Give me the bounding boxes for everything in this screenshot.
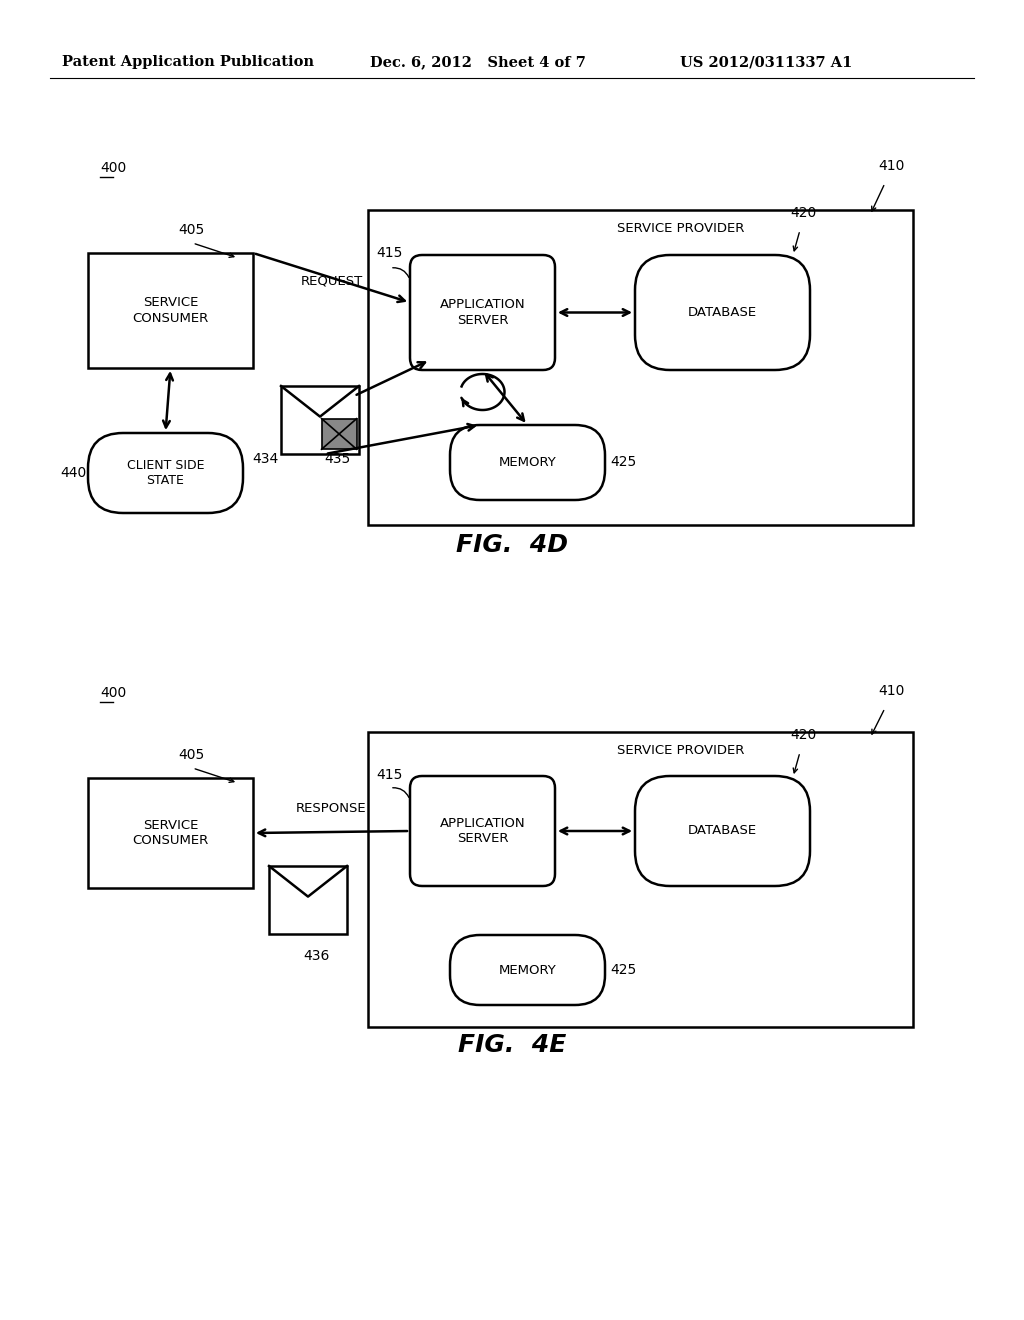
Text: 425: 425 bbox=[610, 964, 636, 977]
Text: APPLICATION
SERVER: APPLICATION SERVER bbox=[439, 298, 525, 326]
Text: REQUEST: REQUEST bbox=[300, 275, 362, 286]
FancyBboxPatch shape bbox=[635, 776, 810, 886]
Text: Patent Application Publication: Patent Application Publication bbox=[62, 55, 314, 69]
Bar bbox=[88, 253, 253, 368]
Text: 425: 425 bbox=[610, 455, 636, 470]
Text: 415: 415 bbox=[376, 246, 402, 260]
Text: 434: 434 bbox=[253, 451, 279, 466]
Text: MEMORY: MEMORY bbox=[499, 964, 556, 977]
Bar bbox=[88, 777, 253, 888]
Text: 415: 415 bbox=[376, 768, 402, 781]
Text: MEMORY: MEMORY bbox=[499, 455, 556, 469]
FancyBboxPatch shape bbox=[410, 776, 555, 886]
Text: SERVICE PROVIDER: SERVICE PROVIDER bbox=[616, 222, 744, 235]
Text: SERVICE
CONSUMER: SERVICE CONSUMER bbox=[132, 297, 209, 325]
Text: RESPONSE: RESPONSE bbox=[296, 801, 367, 814]
Text: 435: 435 bbox=[324, 451, 350, 466]
Text: 400: 400 bbox=[100, 161, 126, 176]
Text: US 2012/0311337 A1: US 2012/0311337 A1 bbox=[680, 55, 852, 69]
Text: DATABASE: DATABASE bbox=[688, 306, 757, 319]
Text: DATABASE: DATABASE bbox=[688, 825, 757, 837]
Text: 440: 440 bbox=[60, 466, 86, 480]
Text: SERVICE PROVIDER: SERVICE PROVIDER bbox=[616, 743, 744, 756]
Text: FIG.  4D: FIG. 4D bbox=[456, 533, 568, 557]
Text: SERVICE
CONSUMER: SERVICE CONSUMER bbox=[132, 818, 209, 847]
FancyBboxPatch shape bbox=[635, 255, 810, 370]
Text: 405: 405 bbox=[178, 223, 205, 238]
Text: 436: 436 bbox=[303, 949, 330, 964]
Bar bbox=[281, 385, 359, 454]
Text: FIG.  4E: FIG. 4E bbox=[458, 1034, 566, 1057]
Bar bbox=[368, 210, 913, 525]
Text: Dec. 6, 2012   Sheet 4 of 7: Dec. 6, 2012 Sheet 4 of 7 bbox=[370, 55, 586, 69]
Text: CLIENT SIDE
STATE: CLIENT SIDE STATE bbox=[127, 459, 204, 487]
Text: 400: 400 bbox=[100, 686, 126, 700]
Text: 405: 405 bbox=[178, 748, 205, 762]
FancyBboxPatch shape bbox=[410, 255, 555, 370]
Text: APPLICATION
SERVER: APPLICATION SERVER bbox=[439, 817, 525, 845]
Bar bbox=[269, 866, 347, 935]
FancyBboxPatch shape bbox=[450, 425, 605, 500]
Bar bbox=[368, 733, 913, 1027]
Text: 410: 410 bbox=[878, 158, 904, 173]
FancyBboxPatch shape bbox=[88, 433, 243, 513]
Text: 420: 420 bbox=[790, 206, 816, 220]
Text: 410: 410 bbox=[878, 684, 904, 698]
Text: 420: 420 bbox=[790, 729, 816, 742]
FancyBboxPatch shape bbox=[450, 935, 605, 1005]
Bar bbox=[322, 418, 356, 449]
